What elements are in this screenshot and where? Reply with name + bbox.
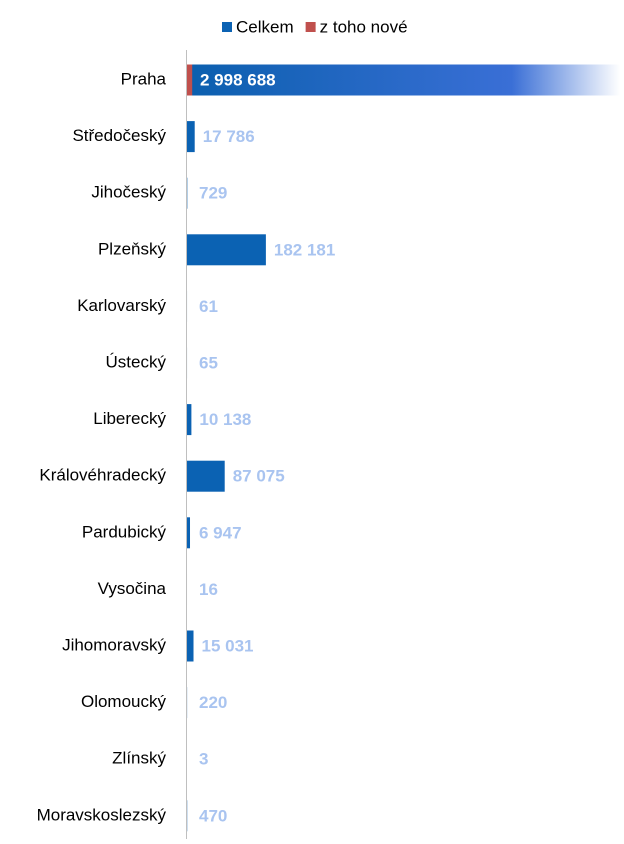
y-tick-label: Pardubický xyxy=(82,522,167,541)
y-tick-label: Olomoucký xyxy=(81,692,167,711)
value-label: 87 075 xyxy=(233,467,285,486)
y-tick-label: Středočeský xyxy=(72,126,166,145)
value-label: 729 xyxy=(199,184,227,203)
bar xyxy=(187,461,225,492)
value-label: 2 998 688 xyxy=(200,70,276,89)
legend-swatch xyxy=(222,22,232,32)
value-label: 61 xyxy=(199,297,218,316)
value-label: 65 xyxy=(199,353,218,372)
y-tick-label: Liberecký xyxy=(93,409,166,428)
bar xyxy=(187,631,194,662)
value-label: 16 xyxy=(199,580,218,599)
y-tick-label: Jihočeský xyxy=(91,183,166,202)
bar xyxy=(187,121,195,152)
y-tick-label: Ústecký xyxy=(106,352,167,371)
plot xyxy=(187,65,624,832)
value-label: 17 786 xyxy=(203,127,255,146)
y-tick-label: Vysočina xyxy=(98,579,167,598)
value-label: 3 xyxy=(199,750,208,769)
bar xyxy=(187,65,192,96)
y-tick-label: Karlovarský xyxy=(77,296,166,315)
y-tick-label: Zlínský xyxy=(112,749,166,768)
bar xyxy=(187,234,266,265)
y-tick-label: Plzeňský xyxy=(98,239,167,258)
y-tick-label: Praha xyxy=(121,69,167,88)
value-label: 6 947 xyxy=(199,523,242,542)
value-label: 15 031 xyxy=(202,636,254,655)
legend-label: Celkem xyxy=(236,17,294,36)
value-label: 182 181 xyxy=(274,240,335,259)
legend-label: z toho nové xyxy=(320,17,408,36)
bar xyxy=(187,404,191,435)
legend-swatch xyxy=(306,22,316,32)
value-label: 10 138 xyxy=(199,410,251,429)
value-label: 470 xyxy=(199,806,227,825)
value-label: 220 xyxy=(199,693,227,712)
y-tick-label: Královéhradecký xyxy=(39,466,166,485)
y-tick-label: Moravskoslezský xyxy=(37,805,167,824)
bar xyxy=(187,517,190,548)
y-tick-label: Jihomoravský xyxy=(62,635,166,654)
